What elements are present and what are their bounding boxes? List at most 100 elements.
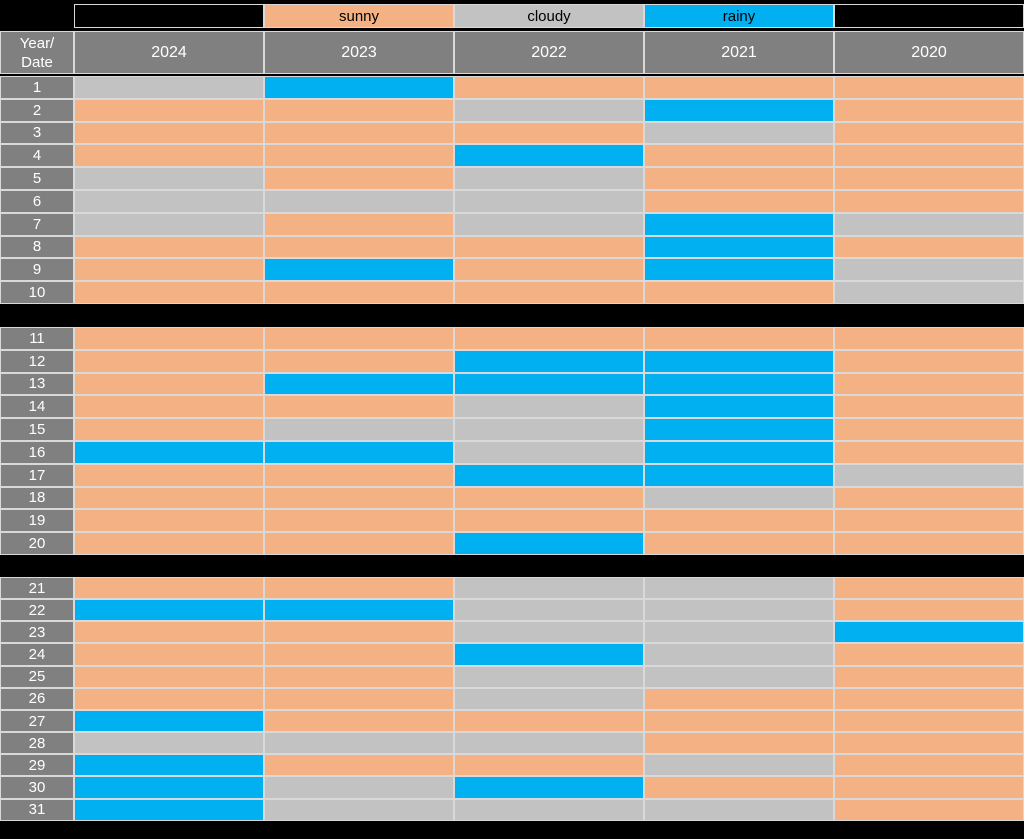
weather-cell <box>74 76 264 99</box>
legend-item-blank <box>834 4 1024 28</box>
weather-cell <box>834 418 1024 441</box>
weather-cell <box>264 418 454 441</box>
weather-cell <box>264 440 454 464</box>
weather-cell <box>644 76 834 99</box>
weather-cell <box>74 98 264 122</box>
date-cell: 19 <box>0 509 74 533</box>
weather-cell <box>644 212 834 236</box>
date-cell: 9 <box>0 258 74 282</box>
date-cell: 28 <box>0 732 74 755</box>
weather-cell <box>74 709 264 733</box>
weather-cell <box>264 576 454 600</box>
weather-cell <box>264 509 454 533</box>
weather-cell <box>834 798 1024 821</box>
weather-cell <box>834 258 1024 282</box>
weather-cell <box>834 440 1024 464</box>
weather-cell <box>454 532 644 555</box>
weather-cell <box>454 212 644 236</box>
weather-cell <box>74 776 264 799</box>
date-cell: 17 <box>0 463 74 487</box>
weather-cell <box>834 732 1024 755</box>
weather-cell <box>74 144 264 168</box>
weather-cell <box>454 665 644 688</box>
weather-cell <box>74 687 264 710</box>
weather-cell <box>644 281 834 304</box>
weather-cell <box>74 212 264 236</box>
date-cell: 22 <box>0 599 74 622</box>
weather-cell <box>454 395 644 419</box>
weather-cell <box>454 509 644 533</box>
weather-cell <box>74 189 264 213</box>
weather-cell <box>644 144 834 168</box>
weather-cell <box>834 709 1024 733</box>
weather-cell <box>644 167 834 190</box>
weather-cell <box>834 144 1024 168</box>
weather-cell <box>264 532 454 555</box>
weather-cell <box>264 212 454 236</box>
date-cell: 15 <box>0 418 74 441</box>
weather-cell <box>454 709 644 733</box>
date-cell: 20 <box>0 532 74 555</box>
weather-cell <box>644 189 834 213</box>
weather-cell <box>74 599 264 622</box>
weather-cell <box>454 754 644 777</box>
weather-cell <box>834 687 1024 710</box>
legend-item-rainy: rainy <box>644 4 834 28</box>
weather-cell <box>264 395 454 419</box>
weather-cell <box>644 98 834 122</box>
date-cell: 3 <box>0 121 74 145</box>
weather-cell <box>644 509 834 533</box>
weather-cell <box>454 281 644 304</box>
date-cell: 5 <box>0 167 74 190</box>
weather-cell <box>264 798 454 821</box>
weather-cell <box>264 98 454 122</box>
year-header-2023: 2023 <box>264 31 454 74</box>
weather-cell <box>834 621 1024 644</box>
date-cell: 8 <box>0 235 74 259</box>
weather-cell <box>834 509 1024 533</box>
weather-cell <box>454 76 644 99</box>
weather-cell <box>834 395 1024 419</box>
weather-cell <box>454 621 644 644</box>
weather-cell <box>74 372 264 396</box>
date-cell: 2 <box>0 98 74 122</box>
year-date-corner-header: Year/ Date <box>0 31 74 74</box>
weather-cell <box>644 440 834 464</box>
weather-cell <box>264 621 454 644</box>
date-cell: 16 <box>0 440 74 464</box>
weather-cell <box>264 643 454 666</box>
weather-cell <box>454 486 644 510</box>
weather-cell <box>644 599 834 622</box>
block-separator <box>0 303 1024 327</box>
weather-cell <box>74 576 264 600</box>
weather-cell <box>454 326 644 350</box>
calendar-block-days-11-20: 11 12 13 14 15 16 17 18 19 20 <box>0 326 1024 555</box>
legend-item-sunny: sunny <box>264 4 454 28</box>
weather-cell <box>644 776 834 799</box>
weather-cell <box>834 576 1024 600</box>
weather-cell <box>834 372 1024 396</box>
weather-cell <box>454 599 644 622</box>
weather-cell <box>264 121 454 145</box>
weather-cell <box>454 121 644 145</box>
year-header-2020: 2020 <box>834 31 1024 74</box>
weather-cell <box>644 643 834 666</box>
weather-cell <box>264 463 454 487</box>
weather-cell <box>644 395 834 419</box>
legend-corner-spacer <box>0 4 74 28</box>
weather-cell <box>454 687 644 710</box>
date-cell: 24 <box>0 643 74 666</box>
weather-cell <box>264 167 454 190</box>
weather-cell <box>834 643 1024 666</box>
weather-cell <box>644 258 834 282</box>
weather-cell <box>454 463 644 487</box>
weather-cell <box>834 167 1024 190</box>
weather-cell <box>74 167 264 190</box>
date-cell: 30 <box>0 776 74 799</box>
weather-cell <box>264 486 454 510</box>
weather-cell <box>834 76 1024 99</box>
weather-cell <box>834 98 1024 122</box>
weather-cell <box>454 643 644 666</box>
year-header-2022: 2022 <box>454 31 644 74</box>
weather-cell <box>74 463 264 487</box>
